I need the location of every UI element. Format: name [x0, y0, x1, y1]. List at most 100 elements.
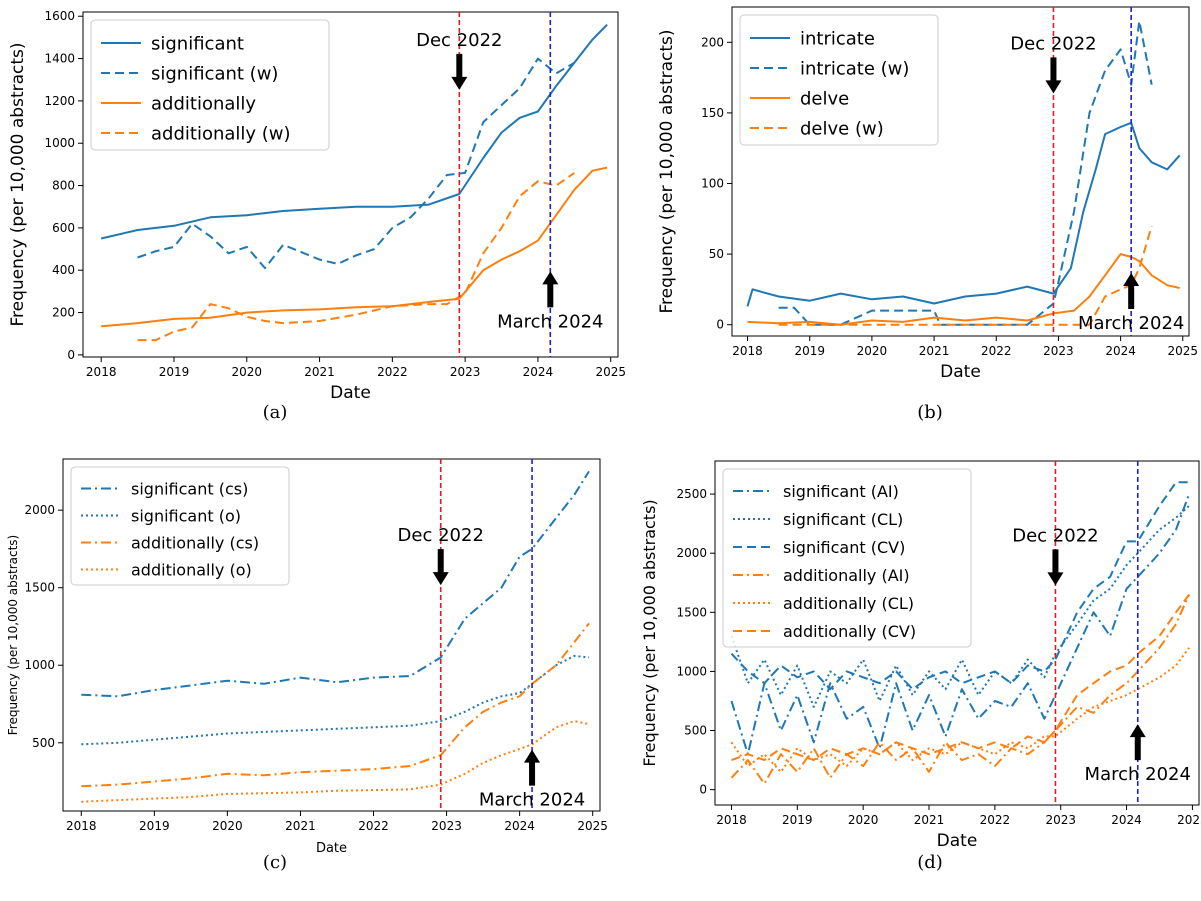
y-tick-label: 200	[52, 306, 75, 320]
y-tick-label: 100	[701, 177, 724, 191]
series-line-2	[747, 253, 1180, 326]
x-axis-label: Date	[330, 383, 371, 403]
legend-label: additionally (CL)	[783, 594, 914, 613]
legend-label: significant (o)	[131, 506, 241, 525]
series-line-1	[730, 505, 1190, 708]
legend-label: intricate	[800, 28, 875, 49]
chart-d-svg: 2018 2019 2020 2021 2022 2023 2024 2025 0 500 1000…	[640, 460, 1201, 851]
x-tick-label: 2020	[212, 819, 243, 833]
annotation-march-2024: March 2024	[1085, 764, 1191, 785]
legend-box	[739, 14, 939, 146]
x-tick-label: 2024	[504, 819, 535, 833]
series-line-1	[81, 654, 590, 746]
series-group	[100, 23, 608, 342]
y-axis-label: Frequency (per 10,000 abstracts)	[640, 499, 659, 766]
legend-label: significant (w)	[151, 63, 278, 84]
legend-box	[70, 466, 290, 586]
x-tick-label: 2025	[577, 819, 608, 833]
y-tick-label: 1000	[676, 664, 707, 678]
legend-label: additionally (w)	[151, 123, 291, 144]
series-line-0	[730, 493, 1191, 756]
x-tick-label: 2020	[857, 344, 888, 358]
annotation-march-2024: March 2024	[479, 790, 585, 811]
x-tick-label: 2018	[732, 344, 763, 358]
y-tick-label: 1000	[44, 136, 75, 150]
y-tick-label: 0	[699, 783, 707, 797]
x-tick-label: 2021	[304, 365, 335, 379]
annotation-march-2024: March 2024	[1078, 313, 1184, 334]
caption-b: (b)	[917, 402, 943, 423]
chart-panel-c: 2018 2019 2020 2021 2022 2023 2024 2025 500 1000 1…	[0, 445, 608, 856]
y-tick-label: 1200	[44, 94, 75, 108]
legend-label: additionally (CV)	[783, 622, 916, 641]
x-tick-label: 2022	[377, 365, 408, 379]
y-axis-label: Frequency (per 10,000 abstracts)	[657, 29, 677, 313]
series-group	[746, 20, 1181, 326]
x-tick-label: 2024	[1111, 813, 1142, 827]
annotation-dec-2022: Dec 2022	[398, 525, 484, 546]
y-tick-label: 50	[709, 247, 724, 261]
series-line-4	[730, 647, 1190, 773]
x-tick-label: 2024	[523, 365, 554, 379]
x-tick-label: 2018	[66, 819, 97, 833]
legend-label: significant (CL)	[783, 510, 903, 529]
arrow-up-icon	[1123, 272, 1140, 309]
y-axis-label: Frequency (per 10,000 abstracts)	[8, 42, 28, 326]
x-tick-label: 2022	[358, 819, 389, 833]
arrow-down-icon	[1045, 57, 1062, 94]
series-line-5	[731, 594, 1190, 762]
legend-label: additionally	[151, 93, 256, 114]
chart-a-svg: 2018 2019 2020 2021 2022 2023 2024 2025 0 200 400 6…	[8, 9, 626, 403]
y-tick-label: 1500	[24, 581, 55, 595]
x-tick-label: 2019	[782, 813, 813, 827]
legend-label: significant (CV)	[783, 538, 905, 557]
y-tick-label: 0	[67, 348, 75, 362]
x-tick-label: 2025	[1168, 344, 1199, 358]
x-tick-label: 2022	[980, 813, 1011, 827]
arrow-down-icon	[1047, 549, 1064, 586]
y-axis-label: Frequency (per 10,000 abstracts)	[6, 535, 20, 736]
legend-label: significant (cs)	[131, 479, 248, 498]
legend-label: delve (w)	[800, 118, 884, 139]
legend-box	[722, 468, 972, 648]
series-line-0	[100, 23, 608, 240]
y-tick-label: 150	[701, 106, 724, 120]
annotation-march-2024: March 2024	[497, 311, 603, 332]
x-tick-label: 2023	[450, 365, 481, 379]
series-line-1	[778, 20, 1153, 326]
y-tick-label: 1000	[24, 658, 55, 672]
chart-c-svg: 2018 2019 2020 2021 2022 2023 2024 2025 500 1000 1…	[6, 458, 608, 856]
y-tick-label: 500	[32, 736, 55, 750]
x-tick-label: 2019	[159, 365, 190, 379]
arrow-down-icon	[432, 549, 449, 586]
chart-panel-b: 2018 2019 2020 2021 2022 2023 2024 2025 0 50 100 15…	[605, 0, 1201, 400]
x-tick-label: 2018	[86, 365, 117, 379]
y-tick-label: 800	[52, 179, 75, 193]
x-tick-label: 2025	[595, 365, 626, 379]
x-tick-label: 2025	[1177, 813, 1201, 827]
y-tick-label: 600	[52, 221, 75, 235]
x-tick-label: 2021	[914, 813, 945, 827]
series-line-2	[730, 481, 1190, 691]
caption-c: (c)	[262, 852, 288, 873]
y-tick-label: 1500	[676, 605, 707, 619]
x-tick-label: 2023	[1043, 344, 1074, 358]
x-tick-label: 2019	[139, 819, 170, 833]
arrow-up-icon	[1129, 724, 1146, 761]
x-axis-label: Date	[316, 841, 347, 856]
x-tick-label: 2020	[848, 813, 879, 827]
caption-d: (d)	[917, 852, 943, 873]
annotation-dec-2022: Dec 2022	[1012, 525, 1098, 546]
plot-frame	[731, 6, 1190, 337]
series-group	[730, 481, 1191, 785]
series-line-3	[730, 594, 1191, 785]
series-line-3	[81, 720, 590, 803]
annotation-dec-2022: Dec 2022	[1010, 33, 1096, 54]
legend-label: significant (AI)	[783, 482, 899, 501]
legend-label: additionally (cs)	[131, 533, 259, 552]
x-tick-label: 2019	[794, 344, 825, 358]
x-tick-label: 2021	[919, 344, 950, 358]
y-tick-label: 0	[716, 318, 724, 332]
y-tick-label: 2000	[676, 546, 707, 560]
x-tick-label: 2024	[1105, 344, 1136, 358]
